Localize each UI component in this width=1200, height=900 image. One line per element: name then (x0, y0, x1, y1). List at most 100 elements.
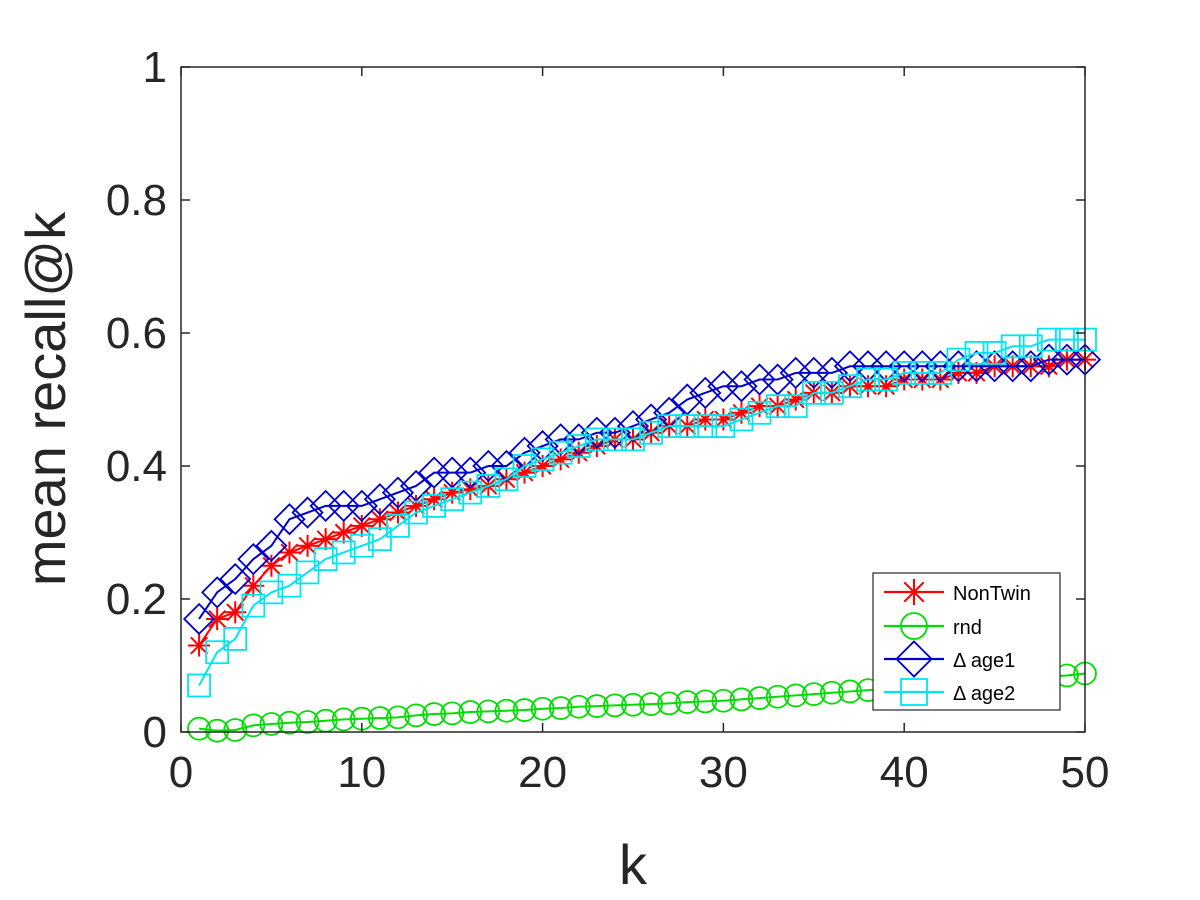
data-point-nontwin (567, 441, 590, 464)
data-point-age1 (978, 350, 1011, 383)
data-point-age2 (187, 673, 211, 698)
data-point-nontwin (965, 361, 988, 384)
y-tick-label: 0.6 (106, 309, 167, 358)
data-point-rnd (819, 680, 844, 705)
data-point-rnd (205, 718, 230, 743)
data-point-age2 (946, 347, 971, 372)
data-point-nontwin (911, 368, 934, 391)
data-point-nontwin (350, 514, 373, 537)
data-point-age2 (910, 360, 935, 385)
legend-label-age2: Δ age2 (953, 683, 1015, 705)
data-point-age1 (454, 456, 487, 489)
data-point-age1 (960, 350, 993, 383)
data-point-age2 (1018, 334, 1043, 359)
data-point-age2 (476, 474, 501, 498)
data-point-nontwin (188, 634, 211, 657)
data-point-age2 (386, 513, 410, 538)
data-point-age2 (241, 593, 266, 618)
data-point-age2 (693, 414, 718, 439)
legend-sample-age1 (884, 640, 944, 678)
data-point-rnd (838, 679, 862, 704)
data-point-age2 (856, 367, 880, 392)
data-point-nontwin (332, 521, 355, 544)
legend: NonTwin rnd Δ age1 Δ age2 (872, 572, 1061, 711)
data-point-nontwin (314, 528, 337, 551)
data-point-age1 (1014, 350, 1047, 383)
data-point-rnd (295, 710, 320, 734)
data-point-nontwin (278, 541, 301, 564)
data-point-nontwin (694, 408, 717, 431)
legend-marker-age2 (900, 678, 928, 706)
data-point-rnd (693, 689, 718, 714)
data-point-age1 (725, 370, 758, 403)
data-point-rnd (747, 686, 772, 710)
data-point-rnd (440, 701, 465, 726)
data-point-age2 (566, 434, 591, 458)
data-point-age2 (223, 627, 248, 651)
data-point-age2 (928, 360, 953, 385)
y-tick-label: 0.4 (106, 442, 167, 491)
data-point-nontwin (875, 375, 898, 398)
data-point-age1 (779, 356, 812, 390)
data-point-rnd (367, 706, 392, 730)
data-point-age1 (707, 370, 740, 403)
legend-marker-nontwin (901, 579, 927, 605)
data-point-age1 (689, 376, 722, 409)
legend-sample-nontwin (884, 579, 944, 605)
data-point-rnd (566, 694, 591, 719)
plot-area-frame (180, 66, 1086, 733)
data-point-nontwin (242, 574, 265, 597)
data-point-rnd (512, 698, 537, 722)
data-point-age2 (982, 341, 1007, 365)
series-age2 (187, 327, 1097, 698)
data-point-nontwin (260, 554, 283, 577)
data-point-nontwin (368, 508, 391, 531)
data-point-nontwin (748, 395, 771, 418)
y-tick-label: 0 (143, 708, 167, 757)
data-point-age1 (327, 489, 360, 523)
data-point-age2 (277, 573, 302, 598)
data-point-nontwin (929, 368, 952, 391)
data-point-age2 (783, 394, 808, 419)
data-point-rnd (494, 698, 519, 723)
data-point-age1 (255, 529, 288, 562)
data-point-nontwin (784, 388, 807, 411)
data-point-age1 (1050, 343, 1084, 376)
data-point-rnd (331, 707, 356, 732)
x-tick-label: 20 (518, 748, 567, 797)
data-point-age2 (548, 440, 573, 465)
data-point-age1 (653, 396, 686, 429)
data-point-rnd (259, 712, 284, 736)
data-point-age1 (291, 496, 324, 529)
data-point-age1 (1032, 343, 1065, 376)
data-point-nontwin (1037, 355, 1060, 378)
legend-sample-age2 (884, 678, 944, 706)
legend-marker-rnd (900, 612, 928, 640)
x-tick-label: 10 (337, 748, 386, 797)
legend-marker-age1 (895, 640, 933, 678)
data-point-age1 (219, 562, 252, 596)
legend-entry-age1: Δ age1 (884, 640, 1015, 678)
x-tick-label: 0 (169, 748, 193, 797)
tick-layer: 0 10 20 30 40 50 0 0.2 0.4 0.6 0.8 1 (106, 43, 1110, 797)
data-point-age1 (851, 350, 885, 383)
data-point-rnd (639, 692, 663, 716)
y-tick-label: 0.8 (106, 176, 167, 225)
data-point-age2 (404, 500, 428, 525)
data-point-age2 (711, 414, 736, 439)
data-point-rnd (765, 684, 790, 709)
x-tick-label: 40 (880, 748, 929, 797)
data-point-age2 (313, 547, 338, 571)
legend-label-nontwin: NonTwin (953, 583, 1031, 605)
y-axis-label: mean recall@k (14, 211, 77, 586)
data-point-rnd (530, 696, 555, 721)
data-point-rnd (675, 690, 700, 714)
data-point-age2 (964, 341, 989, 365)
legend-entry-nontwin: NonTwin (884, 579, 1031, 605)
data-point-age1 (237, 542, 270, 576)
data-point-rnd (241, 713, 266, 738)
data-point-nontwin (947, 361, 970, 384)
data-point-age1 (381, 476, 415, 509)
data-point-nontwin (585, 435, 608, 458)
data-point-age2 (295, 560, 320, 585)
